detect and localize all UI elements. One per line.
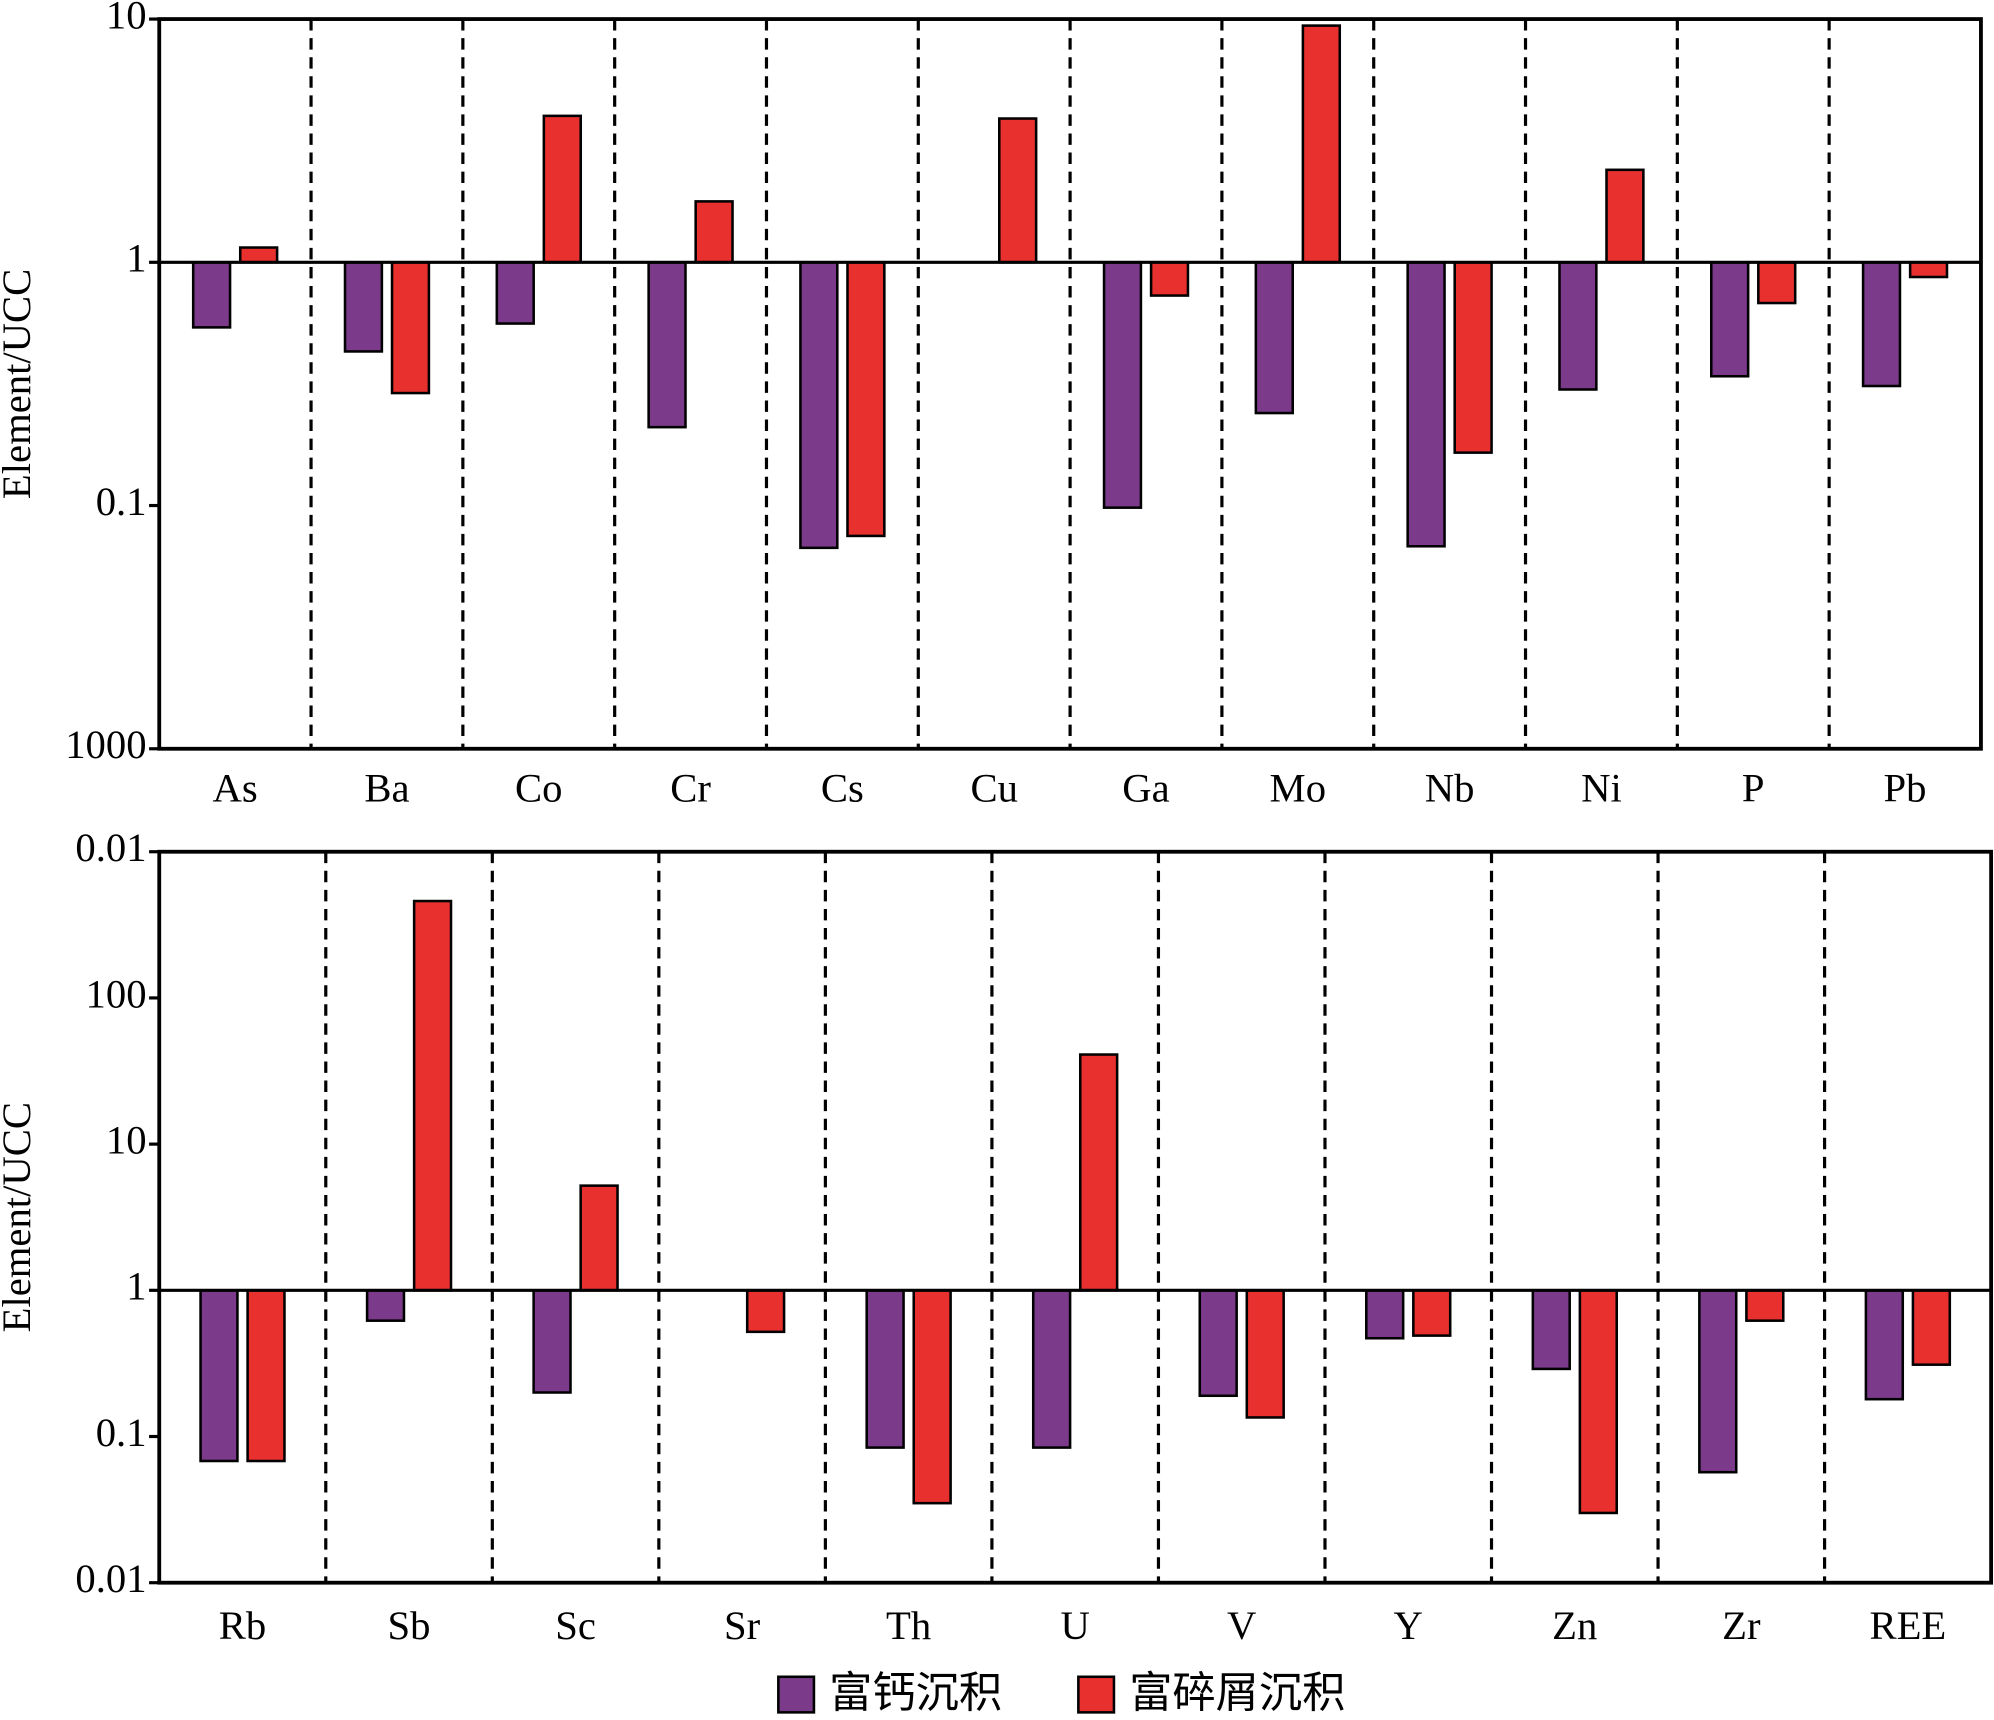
x-tick-label: Sc: [555, 1603, 596, 1648]
y-tick-label: 0.1: [96, 1410, 147, 1455]
bar: [1198, 1289, 1238, 1398]
bar: [799, 261, 839, 550]
y-tick-label: 1: [126, 1264, 146, 1309]
y-axis-label: Element/UCC: [0, 1102, 39, 1332]
y-tick-label: 10: [106, 1117, 147, 1162]
x-tick-label: Sr: [724, 1603, 761, 1648]
x-tick-label: Th: [886, 1603, 931, 1648]
x-tick-label: Nb: [1425, 765, 1475, 810]
bar: [1365, 1289, 1405, 1340]
x-tick-label: Cu: [970, 765, 1017, 810]
x-tick-label: Sb: [388, 1603, 431, 1648]
x-tick-label: Mo: [1270, 765, 1326, 810]
bar: [1078, 1053, 1119, 1292]
x-tick-label: Rb: [219, 1603, 266, 1648]
x-tick-label: Cr: [670, 765, 711, 810]
y-tick-label: 1000: [65, 722, 146, 767]
bar: [745, 1289, 786, 1334]
bar: [412, 899, 453, 1292]
x-tick-label: V: [1227, 1603, 1256, 1648]
y-axis-label: Element/UCC: [0, 269, 39, 499]
bar: [694, 200, 734, 264]
bar: [495, 261, 535, 325]
x-tick-label: Ni: [1581, 765, 1622, 810]
plot-frame: [157, 17, 1983, 751]
bar: [1757, 261, 1797, 305]
y-tick-label: 0.01: [75, 1556, 146, 1601]
bar: [1102, 261, 1143, 509]
x-tick-label: Zn: [1552, 1603, 1597, 1648]
bar: [1578, 1289, 1619, 1515]
bar: [343, 261, 384, 353]
x-tick-label: Ba: [364, 765, 409, 810]
bar: [1911, 1289, 1952, 1366]
x-tick-label: Ga: [1122, 765, 1169, 810]
bar: [1531, 1289, 1571, 1371]
legend-label: 富钙沉积: [829, 1668, 1002, 1718]
y-tick-label: 10: [106, 0, 147, 37]
bar: [199, 1289, 239, 1463]
bar: [365, 1289, 406, 1322]
bar: [1558, 261, 1598, 391]
bar: [390, 261, 431, 395]
bar: [1864, 1289, 1905, 1401]
bar: [191, 261, 232, 329]
bar: [1245, 1289, 1285, 1419]
x-tick-label: Pb: [1884, 765, 1927, 810]
y-tick-label: 100: [86, 971, 147, 1016]
bar: [1605, 168, 1645, 264]
bar: [647, 261, 687, 429]
x-tick-label: P: [1742, 765, 1765, 810]
bar: [912, 1289, 952, 1505]
bar: [579, 1184, 619, 1292]
legend-swatch: [1077, 1675, 1116, 1714]
bar: [238, 246, 279, 264]
x-tick-label: Y: [1394, 1603, 1423, 1648]
plot-frame: [157, 849, 1994, 1585]
x-tick-label: As: [213, 765, 258, 810]
x-tick-label: Zr: [1722, 1603, 1761, 1648]
bar: [1254, 261, 1294, 415]
bar: [865, 1289, 905, 1449]
bar: [1406, 261, 1446, 548]
x-tick-label: REE: [1869, 1603, 1946, 1648]
x-tick-label: Cs: [821, 765, 864, 810]
bar: [1031, 1289, 1072, 1449]
bar: [542, 114, 582, 264]
bar: [998, 117, 1038, 264]
x-tick-label: Co: [515, 765, 562, 810]
bar: [1861, 261, 1902, 388]
x-tick-label: U: [1060, 1603, 1089, 1648]
bar: [846, 261, 886, 538]
y-tick-label: 0.01: [75, 825, 146, 870]
bar: [532, 1289, 572, 1394]
bar: [1745, 1289, 1785, 1322]
bar: [246, 1289, 286, 1463]
bar: [1301, 24, 1342, 264]
y-tick-label: 1: [126, 236, 146, 281]
bar: [1453, 261, 1493, 454]
y-tick-label: 0.1: [96, 479, 147, 524]
bar: [1908, 261, 1949, 279]
legend-swatch: [777, 1675, 816, 1714]
bar: [1149, 261, 1190, 297]
bar: [1710, 261, 1750, 378]
legend-label: 富碎屑沉积: [1129, 1668, 1345, 1718]
bar: [1698, 1289, 1738, 1474]
bar: [1412, 1289, 1452, 1337]
